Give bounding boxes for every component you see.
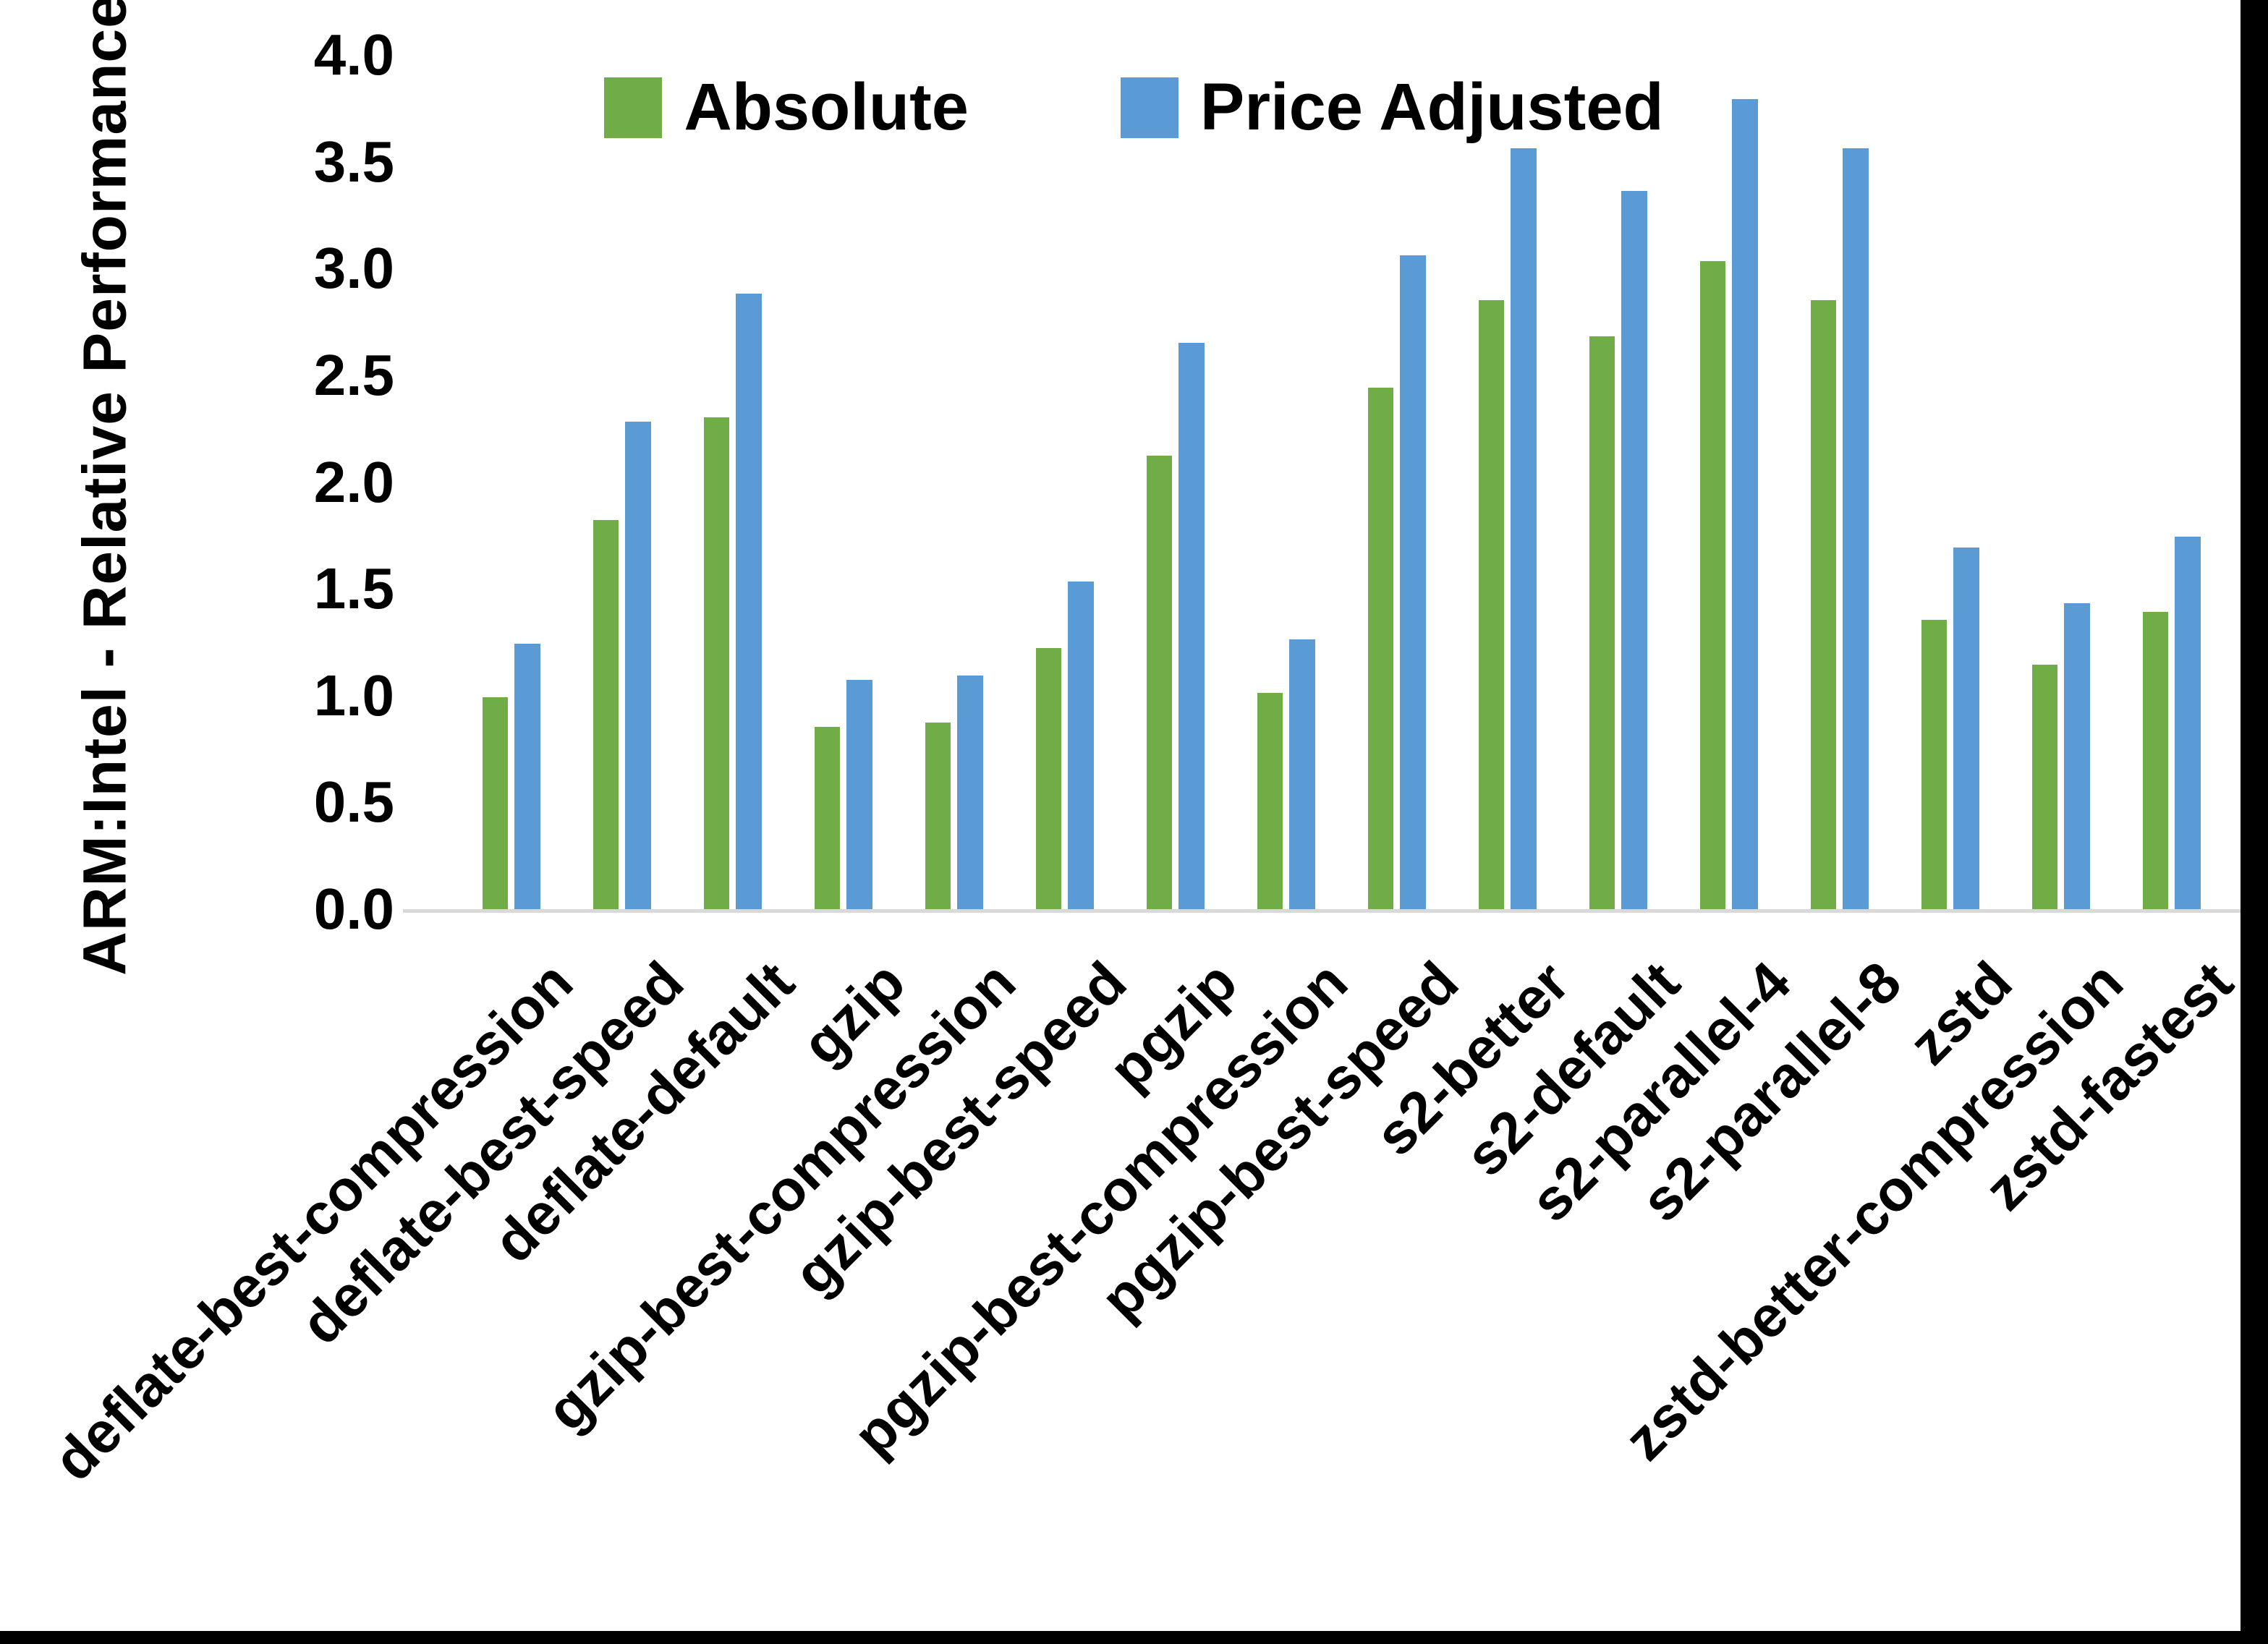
bar-absolute-zstd xyxy=(1921,620,1947,911)
bar-absolute-zstd-better-compression xyxy=(2032,665,2057,911)
bar-price-adjusted-s2-better xyxy=(1511,148,1537,911)
y-tick-label-0.0: 0.0 xyxy=(313,877,394,942)
bar-absolute-gzip xyxy=(815,727,840,911)
bar-absolute-deflate-default xyxy=(704,417,729,911)
y-tick-label-1.5: 1.5 xyxy=(313,556,394,621)
legend-item-absolute: Absolute xyxy=(604,69,969,145)
legend: Absolute Price Adjusted xyxy=(0,69,2268,145)
bar-absolute-deflate-best-speed xyxy=(593,519,619,911)
bar-price-adjusted-deflate-best-compression xyxy=(514,643,540,911)
bar-absolute-deflate-best-compression xyxy=(483,697,508,911)
bar-absolute-s2-better xyxy=(1479,299,1504,911)
bar-price-adjusted-zstd-fastest xyxy=(2175,537,2201,911)
x-axis-line xyxy=(403,909,2244,913)
bar-price-adjusted-pgzip-best-compression xyxy=(1289,639,1315,911)
legend-label-price-adjusted: Price Adjusted xyxy=(1199,70,1664,144)
y-tick-label-3.5: 3.5 xyxy=(313,129,394,194)
y-axis-title: ARM:Intel - Relative Performance xyxy=(70,0,139,976)
bar-absolute-zstd-fastest xyxy=(2143,611,2168,911)
y-tick-label-2.0: 2.0 xyxy=(313,449,394,514)
y-tick-label-1.0: 1.0 xyxy=(313,663,394,728)
bar-absolute-gzip-best-speed xyxy=(1036,647,1061,911)
bar-absolute-pgzip-best-speed xyxy=(1368,387,1393,911)
bar-absolute-s2-parallel-8 xyxy=(1811,299,1836,911)
bar-price-adjusted-s2-default xyxy=(1621,191,1647,911)
y-tick-label-4.0: 4.0 xyxy=(313,22,394,88)
legend-item-price-adjusted: Price Adjusted xyxy=(1120,69,1664,145)
legend-swatch-price-adjusted-icon xyxy=(1120,77,1178,138)
bar-absolute-s2-default xyxy=(1589,336,1615,911)
legend-swatch-absolute-icon xyxy=(604,77,663,138)
bar-absolute-pgzip-best-compression xyxy=(1257,692,1283,911)
bar-price-adjusted-gzip-best-compression xyxy=(957,676,983,911)
bar-price-adjusted-gzip xyxy=(846,680,872,911)
bar-absolute-pgzip xyxy=(1147,456,1172,911)
bar-price-adjusted-gzip-best-speed xyxy=(1068,582,1094,911)
y-tick-label-3.0: 3.0 xyxy=(313,236,394,301)
bar-price-adjusted-pgzip-best-speed xyxy=(1400,255,1426,911)
y-tick-label-2.5: 2.5 xyxy=(313,343,394,408)
bar-price-adjusted-pgzip xyxy=(1178,342,1205,911)
legend-label-absolute: Absolute xyxy=(684,70,969,144)
bar-price-adjusted-deflate-default xyxy=(736,293,762,911)
figure-border-right xyxy=(2241,0,2268,1644)
bar-price-adjusted-zstd xyxy=(1953,548,1979,911)
bar-absolute-s2-parallel-4 xyxy=(1700,261,1725,911)
bar-price-adjusted-s2-parallel-4 xyxy=(1732,99,1758,911)
bar-price-adjusted-s2-parallel-8 xyxy=(1843,148,1869,911)
figure-border-bottom xyxy=(0,1631,2268,1644)
bar-price-adjusted-deflate-best-speed xyxy=(625,421,651,911)
bar-absolute-gzip-best-compression xyxy=(925,723,951,911)
y-tick-label-0.5: 0.5 xyxy=(313,770,394,835)
bar-price-adjusted-zstd-better-compression xyxy=(2064,602,2090,911)
